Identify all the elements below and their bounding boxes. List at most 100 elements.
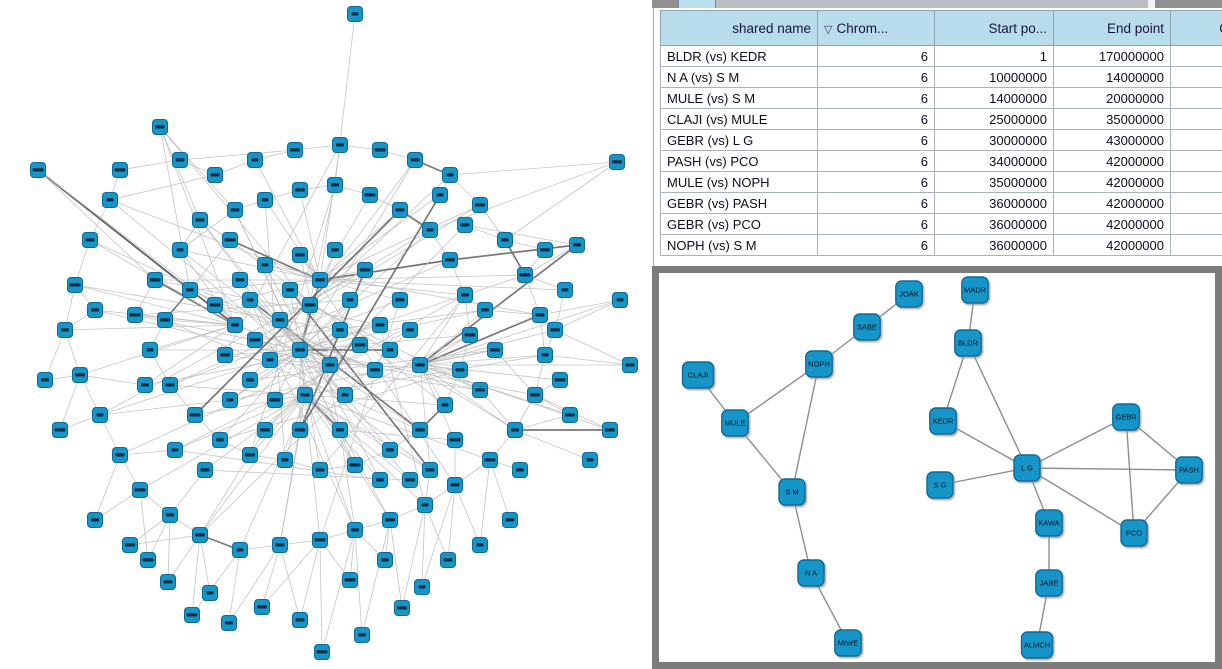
overview-node[interactable] bbox=[272, 537, 288, 553]
overview-node[interactable] bbox=[327, 177, 343, 193]
overview-node[interactable] bbox=[537, 242, 553, 258]
overview-node[interactable] bbox=[242, 372, 258, 388]
edge-S G-L G[interactable] bbox=[939, 467, 1028, 486]
overview-node[interactable] bbox=[547, 322, 563, 338]
overview-node[interactable] bbox=[472, 537, 488, 553]
overview-node[interactable] bbox=[122, 537, 138, 553]
overview-node[interactable] bbox=[292, 182, 308, 198]
network-node-bldr[interactable]: BLDR bbox=[954, 329, 982, 357]
overview-node[interactable] bbox=[287, 142, 303, 158]
overview-node[interactable] bbox=[232, 542, 248, 558]
overview-node[interactable] bbox=[457, 287, 473, 303]
overview-node[interactable] bbox=[382, 442, 398, 458]
overview-node[interactable] bbox=[212, 432, 228, 448]
edge-KEDR-L G[interactable] bbox=[942, 420, 1028, 469]
table-cell[interactable]: 8.9 bbox=[1170, 192, 1222, 214]
network-node-sg[interactable]: S G bbox=[926, 471, 954, 499]
overview-node[interactable] bbox=[452, 362, 468, 378]
overview-node[interactable] bbox=[192, 212, 208, 228]
overview-node[interactable] bbox=[242, 292, 258, 308]
overview-node[interactable] bbox=[67, 277, 83, 293]
table-cell[interactable]: 36000000 bbox=[934, 192, 1054, 214]
overview-node[interactable] bbox=[272, 312, 288, 328]
column-header-startpo[interactable]: Start po... bbox=[934, 10, 1054, 46]
overview-node[interactable] bbox=[172, 152, 188, 168]
edge-L G-GEBR[interactable] bbox=[1026, 416, 1127, 469]
table-cell[interactable]: 14000000 bbox=[1053, 66, 1171, 88]
table-cell[interactable]: 11.4 bbox=[1170, 150, 1222, 172]
overview-node[interactable] bbox=[254, 599, 270, 615]
table-cell[interactable]: 14000000 bbox=[934, 87, 1054, 109]
overview-node[interactable] bbox=[347, 6, 363, 22]
overview-node[interactable] bbox=[602, 422, 618, 438]
overview-node[interactable] bbox=[262, 352, 278, 368]
overview-node[interactable] bbox=[37, 372, 53, 388]
overview-node[interactable] bbox=[392, 292, 408, 308]
table-cell[interactable]: 6 bbox=[817, 213, 935, 235]
overview-node[interactable] bbox=[257, 422, 273, 438]
overview-node[interactable] bbox=[247, 332, 263, 348]
overview-node[interactable] bbox=[437, 397, 453, 413]
network-node-sm[interactable]: S M bbox=[778, 478, 806, 506]
table-cell[interactable]: 6 bbox=[817, 171, 935, 193]
overview-node[interactable] bbox=[354, 627, 370, 643]
overview-node[interactable] bbox=[372, 472, 388, 488]
overview-node[interactable] bbox=[312, 462, 328, 478]
table-cell[interactable]: 36000000 bbox=[934, 213, 1054, 235]
table-cell[interactable]: 7.5 bbox=[1170, 87, 1222, 109]
table-cell[interactable]: 43000000 bbox=[1053, 129, 1171, 151]
table-cell[interactable]: 6.6 bbox=[1170, 66, 1222, 88]
overview-node[interactable] bbox=[314, 644, 330, 660]
overview-node[interactable] bbox=[297, 387, 313, 403]
overview-node[interactable] bbox=[487, 342, 503, 358]
edge-attribute-table[interactable]: shared name ▽ Chrom... Start po... End point… bbox=[660, 10, 1222, 256]
overview-node[interactable] bbox=[157, 312, 173, 328]
overview-node[interactable] bbox=[412, 422, 428, 438]
network-node-noph[interactable]: NOPH bbox=[805, 350, 833, 378]
overview-node[interactable] bbox=[207, 167, 223, 183]
overview-node[interactable] bbox=[137, 377, 153, 393]
overview-node[interactable] bbox=[232, 272, 248, 288]
overview-node[interactable] bbox=[497, 232, 513, 248]
edge-NOPH-S M[interactable] bbox=[791, 363, 820, 493]
overview-node[interactable] bbox=[184, 607, 200, 623]
overview-node[interactable] bbox=[507, 422, 523, 438]
overview-node[interactable] bbox=[257, 192, 273, 208]
network-node-joak[interactable]: JOAK bbox=[895, 280, 923, 308]
table-cell[interactable]: 6 bbox=[817, 66, 935, 88]
table-cell[interactable]: 16.9 bbox=[1170, 129, 1222, 151]
table-cell[interactable]: N A (vs) S M bbox=[660, 66, 818, 88]
overview-node[interactable] bbox=[402, 322, 418, 338]
overview-node[interactable] bbox=[457, 217, 473, 233]
overview-node[interactable] bbox=[87, 512, 103, 528]
table-row[interactable]: N A (vs) S M610000000140000006.6 bbox=[660, 66, 1222, 88]
table-cell[interactable]: PASH (vs) PCO bbox=[660, 150, 818, 172]
overview-node[interactable] bbox=[372, 142, 388, 158]
table-cell[interactable]: 42000000 bbox=[1053, 171, 1171, 193]
network-node-gebr[interactable]: GEBR bbox=[1112, 403, 1140, 431]
overview-node[interactable] bbox=[622, 357, 638, 373]
overview-node[interactable] bbox=[537, 347, 553, 363]
overview-node[interactable] bbox=[347, 457, 363, 473]
table-cell[interactable]: CLAJI (vs) MULE bbox=[660, 108, 818, 130]
overview-node[interactable] bbox=[30, 162, 46, 178]
overview-node[interactable] bbox=[412, 357, 428, 373]
table-cell[interactable]: MULE (vs) S M bbox=[660, 87, 818, 109]
network-node-pash[interactable]: PASH bbox=[1175, 456, 1203, 484]
overview-node[interactable] bbox=[382, 342, 398, 358]
table-row[interactable]: BLDR (vs) KEDR61170000000192.0 bbox=[660, 45, 1222, 67]
overview-node[interactable] bbox=[82, 232, 98, 248]
overview-node[interactable] bbox=[112, 162, 128, 178]
table-cell[interactable]: 8.4 bbox=[1170, 213, 1222, 235]
column-header-sharedname[interactable]: shared name bbox=[660, 10, 818, 46]
overview-node[interactable] bbox=[160, 574, 176, 590]
edge-NOPH-MULE[interactable] bbox=[734, 363, 820, 424]
network-node-lg[interactable]: L G bbox=[1013, 454, 1041, 482]
overview-node[interactable] bbox=[162, 377, 178, 393]
edge-L G-PASH[interactable] bbox=[1026, 467, 1190, 471]
overview-node[interactable] bbox=[292, 247, 308, 263]
overview-node[interactable] bbox=[517, 267, 533, 283]
overview-node[interactable] bbox=[414, 579, 430, 595]
network-node-pco[interactable]: PCO bbox=[1120, 519, 1148, 547]
table-cell[interactable]: 170000000 bbox=[1053, 45, 1171, 67]
